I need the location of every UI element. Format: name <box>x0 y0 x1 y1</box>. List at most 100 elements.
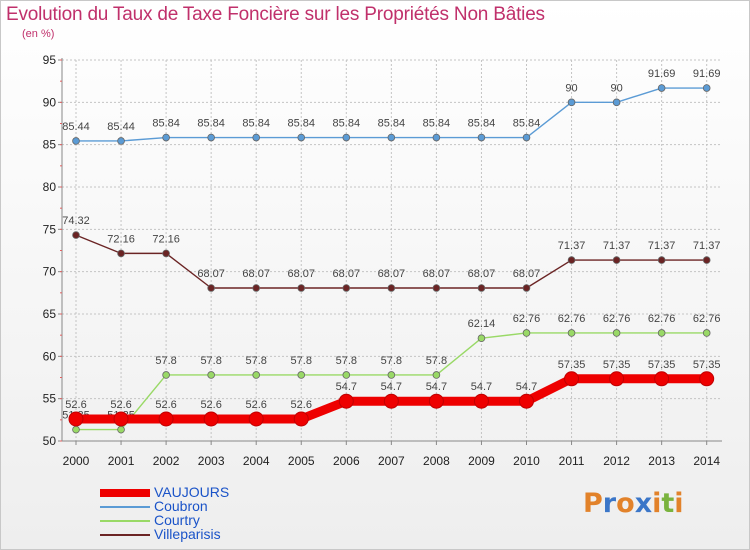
data-point-vaujours <box>203 411 219 427</box>
data-label-villeparisis: 68.07 <box>468 268 496 280</box>
data-point-villeparisis <box>432 284 441 292</box>
data-point-villeparisis <box>162 249 170 258</box>
data-label-vaujours: 52.6 <box>200 399 221 411</box>
data-label-coubron: 85.84 <box>423 118 451 130</box>
data-point-courtry <box>72 425 80 434</box>
data-label-courtry: 57.8 <box>155 355 176 367</box>
data-point-villeparisis <box>612 256 621 264</box>
data-point-coubron <box>567 98 576 107</box>
data-label-vaujours: 54.7 <box>471 381 492 393</box>
data-point-courtry <box>702 329 711 337</box>
data-point-coubron <box>72 137 80 145</box>
x-tick-label: 2009 <box>468 454 495 468</box>
x-tick-label: 2011 <box>559 454 585 468</box>
data-label-coubron: 91.69 <box>693 68 721 80</box>
data-label-vaujours: 57.35 <box>558 359 586 371</box>
y-tick-label: 75 <box>43 222 57 236</box>
data-point-villeparisis <box>207 284 215 292</box>
data-point-vaujours <box>473 393 489 409</box>
data-label-coubron: 90 <box>610 82 622 94</box>
data-label-villeparisis: 68.07 <box>378 268 406 280</box>
data-label-courtry: 62.76 <box>513 313 541 325</box>
x-tick-label: 2006 <box>333 454 360 468</box>
data-point-coubron <box>117 137 125 145</box>
data-point-courtry <box>567 329 576 337</box>
data-point-coubron <box>207 133 215 142</box>
x-tick-label: 2012 <box>603 454 630 468</box>
data-label-villeparisis: 71.37 <box>603 240 631 252</box>
data-label-coubron: 85.84 <box>513 118 541 130</box>
data-label-villeparisis: 74.32 <box>62 215 90 227</box>
data-label-courtry: 57.8 <box>426 355 447 367</box>
logo-letter: i <box>652 488 662 519</box>
data-point-vaujours <box>654 371 670 387</box>
data-point-villeparisis <box>477 284 486 292</box>
data-label-vaujours: 52.6 <box>155 399 176 411</box>
x-tick-label: 2002 <box>153 454 180 468</box>
data-label-coubron: 91.69 <box>648 68 676 80</box>
data-point-villeparisis <box>297 284 306 292</box>
x-tick-label: 2010 <box>513 454 540 468</box>
logo-letter: x <box>634 488 653 519</box>
data-point-vaujours <box>293 411 309 427</box>
y-tick-label: 90 <box>43 95 57 109</box>
data-label-courtry: 57.8 <box>381 355 402 367</box>
data-point-courtry <box>297 371 306 379</box>
data-label-vaujours: 52.6 <box>110 399 131 411</box>
data-label-coubron: 85.44 <box>107 121 135 133</box>
y-tick-label: 55 <box>43 392 57 406</box>
data-point-courtry <box>387 371 396 379</box>
data-label-courtry: 62.76 <box>603 313 631 325</box>
data-label-vaujours: 54.7 <box>381 381 402 393</box>
data-label-coubron: 90 <box>565 82 577 94</box>
x-tick-label: 2008 <box>423 454 450 468</box>
y-tick-label: 95 <box>43 53 57 67</box>
unit-label: (en %) <box>22 28 55 40</box>
data-label-villeparisis: 68.07 <box>197 268 225 280</box>
data-point-coubron <box>657 84 666 92</box>
data-label-coubron: 85.44 <box>62 121 90 133</box>
data-label-coubron: 85.84 <box>287 118 315 130</box>
data-label-coubron: 85.84 <box>378 118 406 130</box>
data-label-villeparisis: 71.37 <box>558 240 586 252</box>
data-point-coubron <box>342 133 351 142</box>
y-tick-label: 70 <box>43 265 57 279</box>
x-tick-label: 2013 <box>648 454 675 468</box>
x-tick-label: 2014 <box>693 454 720 468</box>
data-label-courtry: 62.76 <box>558 313 586 325</box>
legend-swatch <box>100 489 150 497</box>
x-tick-label: 2007 <box>378 454 405 468</box>
data-point-coubron <box>162 133 170 142</box>
data-label-villeparisis: 72.16 <box>152 233 180 245</box>
data-point-vaujours <box>564 371 580 387</box>
data-label-villeparisis: 68.07 <box>287 268 315 280</box>
data-point-villeparisis <box>567 256 576 264</box>
data-point-villeparisis <box>522 284 531 292</box>
data-label-coubron: 85.84 <box>242 118 270 130</box>
x-tick-label: 2001 <box>108 454 135 468</box>
data-label-coubron: 85.84 <box>152 118 180 130</box>
legend-label: VAUJOURS <box>154 484 230 500</box>
proxiti-logo: Proxiti <box>583 488 684 519</box>
data-point-villeparisis <box>657 256 666 264</box>
data-label-villeparisis: 71.37 <box>693 240 721 252</box>
legend-swatch <box>100 506 150 508</box>
data-label-coubron: 85.84 <box>333 118 361 130</box>
data-label-coubron: 85.84 <box>468 118 496 130</box>
data-point-villeparisis <box>72 231 80 239</box>
data-point-coubron <box>387 133 396 142</box>
data-label-villeparisis: 68.07 <box>423 268 451 280</box>
data-label-vaujours: 54.7 <box>516 381 537 393</box>
data-point-vaujours <box>158 411 174 427</box>
data-point-coubron <box>297 133 306 142</box>
data-point-courtry <box>207 371 215 379</box>
y-tick-label: 85 <box>43 138 57 152</box>
data-label-courtry: 57.8 <box>200 355 221 367</box>
data-point-coubron <box>522 133 531 142</box>
data-point-vaujours <box>428 393 444 409</box>
legend-swatch <box>100 520 150 522</box>
x-tick-label: 2000 <box>63 454 90 468</box>
data-point-vaujours <box>699 371 715 387</box>
